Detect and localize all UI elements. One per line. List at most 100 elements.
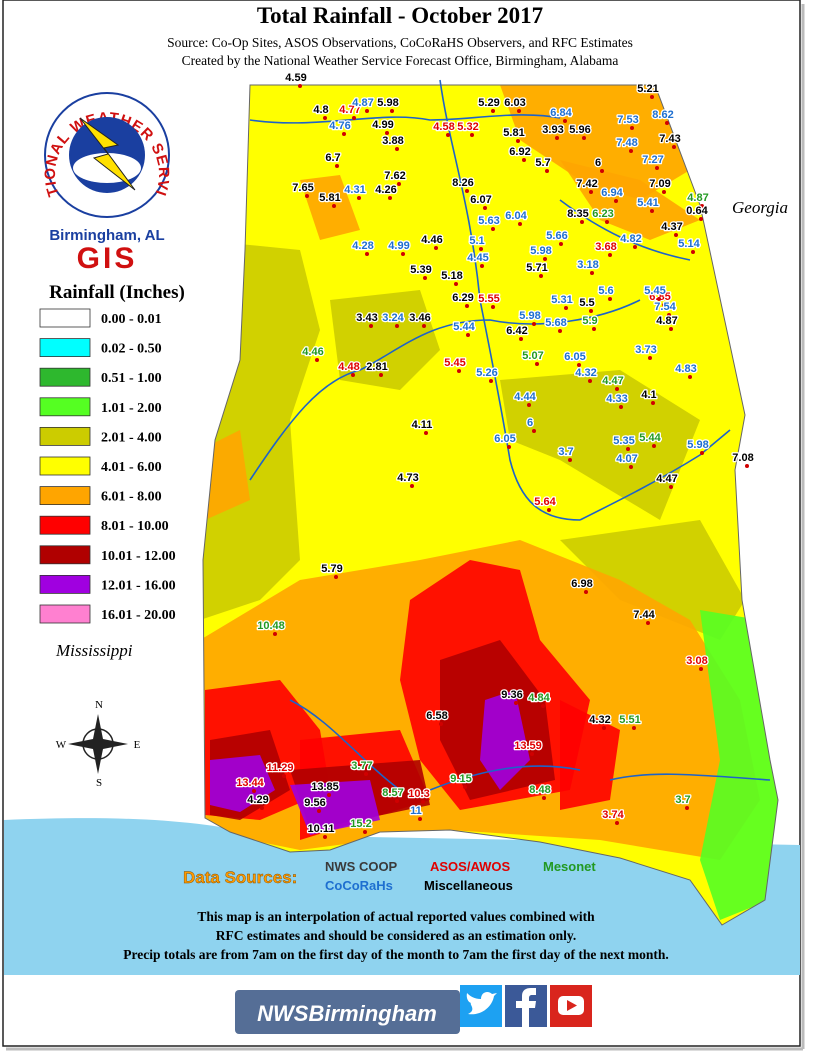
station-value: 5.14 xyxy=(678,238,700,250)
station-value: 5.18 xyxy=(441,270,462,282)
station-dot xyxy=(652,444,656,448)
station-value: 8.62 xyxy=(652,109,673,121)
station-dot xyxy=(388,196,392,200)
station-value: 4.87 xyxy=(687,192,708,204)
station-dot xyxy=(584,590,588,594)
station-dot xyxy=(745,464,749,468)
station-dot xyxy=(424,431,428,435)
station-dot xyxy=(516,139,520,143)
station-dot xyxy=(700,204,704,208)
station-value: 5.51 xyxy=(619,714,640,726)
station-dot xyxy=(514,701,518,705)
station-value: 5.96 xyxy=(569,124,590,136)
station-value: 3.43 xyxy=(356,312,377,324)
station-value: 7.43 xyxy=(659,133,680,145)
legend-swatch xyxy=(39,426,91,446)
station-value: 4.47 xyxy=(656,473,677,485)
station-dot xyxy=(465,304,469,308)
station-dot xyxy=(421,800,425,804)
station-dot xyxy=(602,726,606,730)
state-label: Georgia xyxy=(732,198,788,217)
title: Total Rainfall - October 2017 xyxy=(257,3,543,28)
station-dot xyxy=(559,242,563,246)
station-value: 3.18 xyxy=(577,259,598,271)
station-dot xyxy=(470,133,474,137)
compass-s: S xyxy=(96,777,102,789)
station-dot xyxy=(629,149,633,153)
station-dot xyxy=(699,667,703,671)
station-dot xyxy=(580,220,584,224)
station-dot xyxy=(532,322,536,326)
station-value: 4.87 xyxy=(656,315,677,327)
station-value: 3.68 xyxy=(595,241,616,253)
station-value: 7.48 xyxy=(616,137,637,149)
station-dot xyxy=(672,145,676,149)
station-dot xyxy=(522,158,526,162)
station-dot xyxy=(615,387,619,391)
station-value: 5.68 xyxy=(545,317,566,329)
gulf xyxy=(4,818,800,975)
station-dot xyxy=(662,190,666,194)
legend-label: 0.02 - 0.50 xyxy=(101,342,162,357)
station-dot xyxy=(674,233,678,237)
legend-swatch xyxy=(39,338,91,358)
source-name: NWS COOP xyxy=(325,859,398,874)
station-value: 8.26 xyxy=(452,177,473,189)
station-value: 13.85 xyxy=(311,781,339,793)
station-dot xyxy=(582,136,586,140)
rain-zone xyxy=(500,85,690,200)
station-dot xyxy=(332,204,336,208)
station-dot xyxy=(699,217,703,221)
station-value: 5.98 xyxy=(377,97,398,109)
rain-zone xyxy=(480,690,530,790)
station-value: 3.74 xyxy=(602,809,624,821)
station-value: 6.85 xyxy=(649,291,670,303)
station-dot xyxy=(466,333,470,337)
station-dot xyxy=(662,303,666,307)
station-value: 4.37 xyxy=(661,221,682,233)
rain-zone xyxy=(300,175,360,240)
station-dot xyxy=(619,405,623,409)
station-value: 7.08 xyxy=(732,452,753,464)
rain-zones xyxy=(203,85,778,920)
station-value: 6.29 xyxy=(452,292,473,304)
station-dot xyxy=(589,190,593,194)
station-value: 6.92 xyxy=(509,146,530,158)
station-value: 5.44 xyxy=(453,321,475,333)
station-dot xyxy=(395,799,399,803)
station-value: 6 xyxy=(595,157,601,169)
station-dot xyxy=(665,121,669,125)
station-value: 5.29 xyxy=(478,97,499,109)
station-dot xyxy=(615,821,619,825)
subtitle: Created by the National Weather Service … xyxy=(182,53,619,68)
station-value: 5.79 xyxy=(321,563,342,575)
station-dot xyxy=(463,785,467,789)
legend-label: 4.01 - 6.00 xyxy=(101,460,162,475)
state-outline xyxy=(202,84,779,926)
station-value: 5.45 xyxy=(444,357,465,369)
station-dot xyxy=(385,131,389,135)
station-value: 13.59 xyxy=(514,740,542,752)
station-value: 4.83 xyxy=(675,363,696,375)
station-value: 5.31 xyxy=(551,294,572,306)
station-dot xyxy=(558,329,562,333)
station-value: 5.5 xyxy=(579,297,594,309)
station-dot xyxy=(541,704,545,708)
station-value: 5.71 xyxy=(526,262,547,274)
station-dot xyxy=(327,793,331,797)
station-dot xyxy=(688,375,692,379)
station-dot xyxy=(543,257,547,261)
source-name: Mesonet xyxy=(543,859,596,874)
station-value: 5.35 xyxy=(613,435,634,447)
station-value: 6.94 xyxy=(601,187,623,199)
station-dot xyxy=(491,227,495,231)
legend-title: Rainfall (Inches) xyxy=(49,282,185,303)
legend-swatch xyxy=(39,486,91,506)
station-value: 7.62 xyxy=(384,170,405,182)
station-dot xyxy=(547,508,551,512)
compass-w: W xyxy=(56,739,67,751)
station-value: 4.31 xyxy=(344,184,365,196)
station-value: 0.64 xyxy=(686,205,708,217)
station-dot xyxy=(379,373,383,377)
